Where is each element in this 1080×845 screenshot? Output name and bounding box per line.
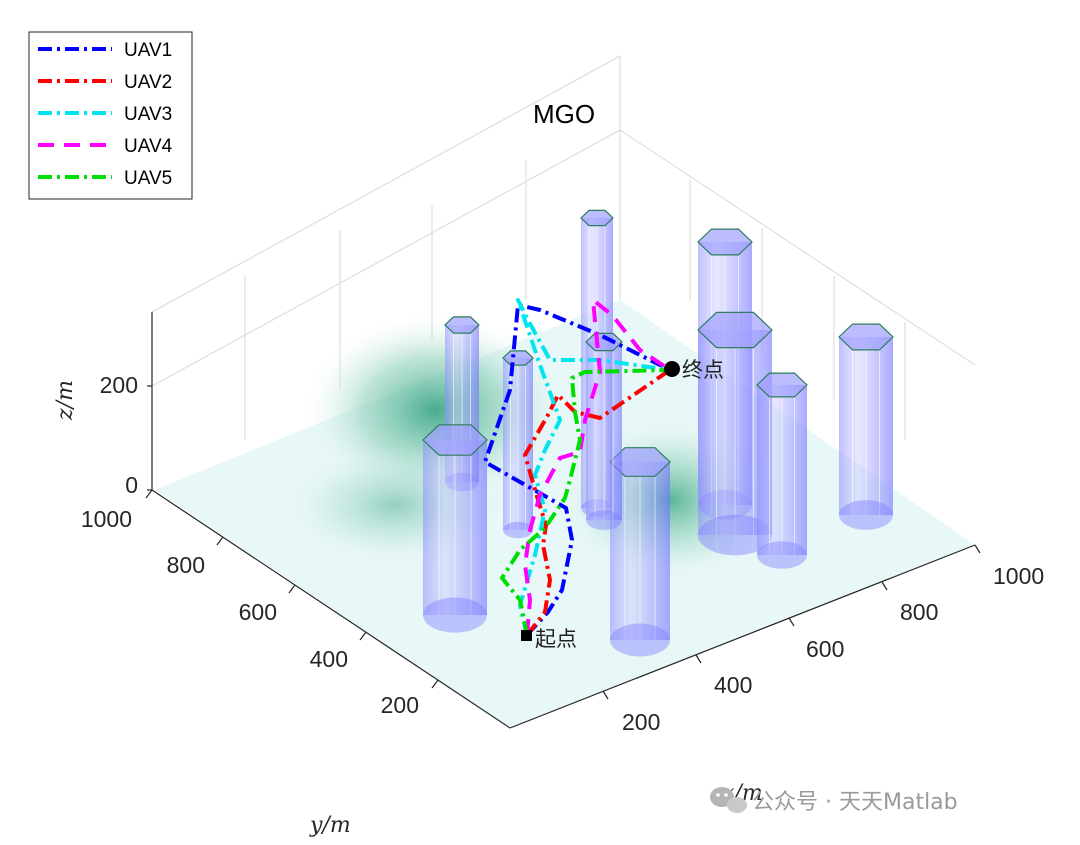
- obstacle-cylinder: [756, 372, 808, 569]
- end-label: 终点: [682, 358, 724, 382]
- legend: UAV1 UAV2 UAV3 UAV4 UAV5: [28, 31, 193, 200]
- start-marker: [521, 630, 532, 641]
- wechat-icon: [710, 787, 747, 813]
- z-tick-0: 0: [125, 472, 138, 498]
- legend-label-uav2: UAV2: [124, 72, 172, 93]
- watermark-text: 公众号 · 天天Matlab: [752, 790, 958, 815]
- series-uav5-line: [500, 368, 671, 636]
- x-tick-800: 800: [900, 599, 938, 625]
- chart-title: MGO: [533, 99, 595, 129]
- legend-box: [28, 31, 193, 200]
- grid: [151, 55, 976, 490]
- legend-label-uav1: UAV1: [124, 40, 172, 61]
- x-tick-600: 600: [806, 636, 844, 662]
- watermark: 公众号 · 天天Matlab: [710, 787, 958, 815]
- z-axis-label: z/m: [53, 380, 78, 421]
- z-tick-200: 200: [100, 372, 138, 398]
- legend-label-uav4: UAV4: [124, 136, 173, 157]
- obstacle-cylinder: [422, 424, 488, 633]
- obstacle-cylinder: [838, 323, 894, 530]
- y-tick-200: 200: [381, 692, 419, 718]
- series-uav3-line: [516, 298, 671, 636]
- y-tick-labels: 1000 800 600 400 200: [81, 506, 419, 718]
- y-tick-400: 400: [310, 646, 348, 672]
- legend-label-uav3: UAV3: [124, 104, 172, 125]
- z-tick-labels: 0 200: [100, 372, 138, 498]
- x-tick-400: 400: [714, 672, 752, 698]
- axes: [147, 312, 976, 729]
- x-tick-1000: 1000: [993, 563, 1044, 589]
- end-marker: [664, 361, 680, 377]
- uav-paths: [483, 298, 672, 637]
- y-axis-label: y/m: [309, 813, 351, 838]
- start-label: 起点: [535, 627, 577, 651]
- legend-label-uav5: UAV5: [124, 168, 172, 189]
- x-tick-200: 200: [622, 709, 660, 735]
- x-tick-labels: 200 400 600 800 1000: [622, 563, 1044, 735]
- y-tick-1000: 1000: [81, 506, 132, 532]
- obstacle-cylinder: [697, 311, 773, 556]
- tick-marks: [145, 489, 981, 700]
- series-uav2-line: [523, 368, 672, 637]
- y-tick-600: 600: [239, 599, 277, 625]
- y-tick-800: 800: [167, 552, 205, 578]
- obstacle-cylinder: [502, 350, 534, 539]
- obstacles: [422, 209, 894, 657]
